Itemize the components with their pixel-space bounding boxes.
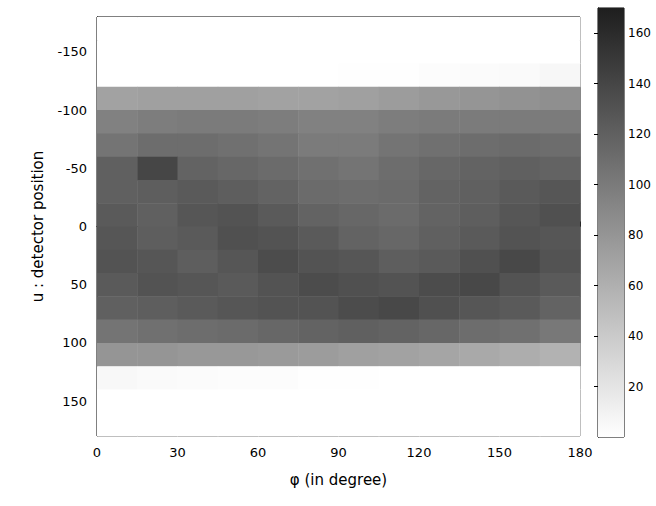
svg-text:40: 40 [628, 329, 643, 343]
svg-text:30: 30 [169, 445, 186, 460]
svg-text:60: 60 [628, 279, 643, 293]
svg-text:-100: -100 [57, 103, 87, 118]
svg-text:140: 140 [628, 77, 651, 91]
svg-text:120: 120 [628, 127, 651, 141]
svg-text:160: 160 [628, 26, 651, 40]
svg-text:0: 0 [93, 445, 101, 460]
svg-text:u : detector position: u : detector position [29, 151, 47, 303]
svg-text:-150: -150 [57, 44, 87, 59]
svg-text:90: 90 [330, 445, 347, 460]
svg-text:150: 150 [487, 445, 512, 460]
svg-text:50: 50 [70, 277, 87, 292]
svg-text:120: 120 [407, 445, 432, 460]
svg-text:100: 100 [62, 335, 87, 350]
svg-text:60: 60 [250, 445, 267, 460]
svg-text:20: 20 [628, 380, 643, 394]
svg-text:-50: -50 [66, 161, 87, 176]
svg-text:80: 80 [628, 228, 643, 242]
svg-text:100: 100 [628, 178, 651, 192]
svg-text:φ (in degree): φ (in degree) [290, 471, 387, 489]
svg-text:0: 0 [79, 219, 87, 234]
svg-text:150: 150 [62, 394, 87, 409]
svg-text:180: 180 [568, 445, 593, 460]
